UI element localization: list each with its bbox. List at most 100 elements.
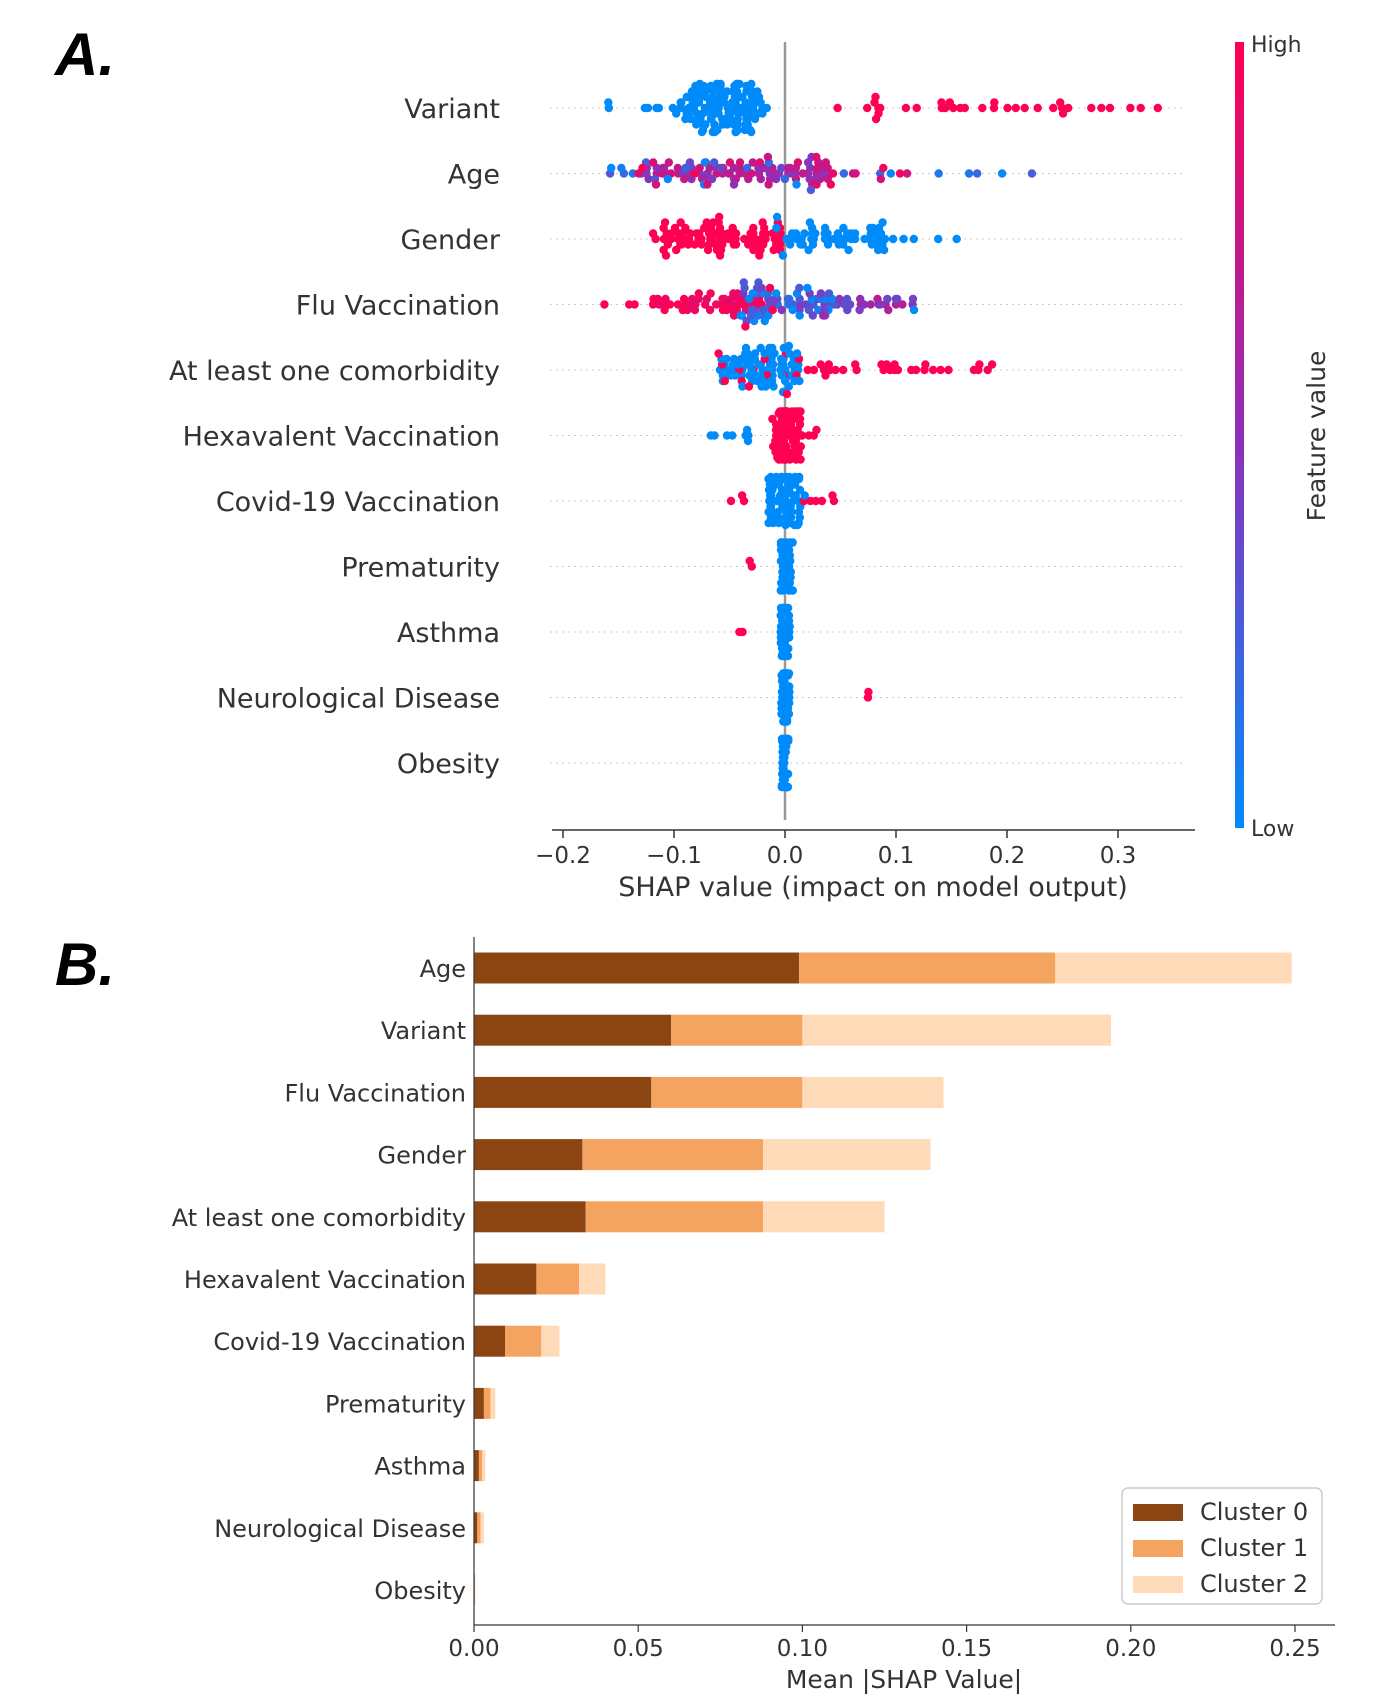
shap-point bbox=[866, 223, 875, 233]
shap-point bbox=[729, 120, 738, 129]
shap-point bbox=[811, 496, 821, 506]
shap-point bbox=[781, 472, 790, 482]
bar-segment bbox=[585, 1201, 763, 1233]
shap-point bbox=[625, 300, 634, 309]
shap-point bbox=[907, 365, 916, 375]
feature-label: Covid-19 Vaccination bbox=[216, 487, 500, 518]
feature-label: Asthma bbox=[397, 618, 500, 649]
shap-point bbox=[735, 627, 744, 637]
shap-point bbox=[678, 305, 687, 315]
shap-point bbox=[676, 218, 685, 227]
shap-point bbox=[761, 229, 770, 238]
shap-point bbox=[634, 169, 643, 178]
shap-point bbox=[828, 491, 837, 500]
shap-point bbox=[736, 311, 745, 320]
shap-point bbox=[884, 305, 893, 315]
shap-point bbox=[673, 163, 682, 173]
shap-point bbox=[805, 218, 815, 227]
shap-point bbox=[879, 245, 889, 255]
shap-point bbox=[746, 311, 756, 320]
shap-point bbox=[772, 289, 781, 298]
shap-summary-plot: Variant Age Gender Flu Vaccination At least … bbox=[169, 33, 1331, 903]
shap-point bbox=[871, 92, 880, 102]
shap-point bbox=[944, 365, 953, 375]
shap-point bbox=[777, 354, 786, 364]
shap-point bbox=[652, 103, 661, 113]
shap-point bbox=[681, 114, 690, 124]
bar-segment bbox=[536, 1263, 580, 1295]
shap-point bbox=[745, 556, 754, 566]
shap-point bbox=[707, 174, 717, 184]
bar-segment bbox=[474, 1139, 583, 1171]
x-axis-ticks: −0.2 −0.1 0.0 0.1 0.2 0.3 bbox=[535, 830, 1136, 869]
shap-point bbox=[790, 407, 799, 416]
x-tick-label: −0.1 bbox=[646, 843, 702, 869]
bar-segment bbox=[474, 1450, 479, 1482]
shap-point bbox=[969, 365, 979, 375]
shap-point bbox=[679, 294, 689, 304]
shap-point bbox=[839, 365, 848, 375]
bar-segment bbox=[651, 1076, 803, 1108]
shap-point bbox=[742, 425, 752, 435]
shap-point bbox=[742, 163, 752, 173]
shap-point bbox=[997, 169, 1007, 178]
legend-label: Cluster 0 bbox=[1200, 1498, 1308, 1526]
shap-point bbox=[731, 240, 741, 249]
shap-point bbox=[742, 81, 751, 91]
bar-segment bbox=[799, 952, 1056, 984]
shap-point bbox=[783, 782, 792, 792]
shap-point bbox=[688, 294, 697, 304]
shap-point bbox=[700, 158, 710, 167]
shap-point bbox=[697, 127, 707, 137]
feature-label: Obesity bbox=[397, 749, 500, 780]
shap-point bbox=[823, 240, 833, 249]
shap-point bbox=[908, 294, 918, 304]
bar-segment bbox=[763, 1139, 931, 1171]
shap-point bbox=[739, 278, 748, 287]
shap-point bbox=[703, 180, 712, 189]
shap-point bbox=[833, 103, 842, 113]
shap-point bbox=[772, 212, 782, 222]
shap-point bbox=[780, 174, 790, 184]
shap-point bbox=[828, 169, 838, 178]
shap-point bbox=[648, 229, 658, 238]
shap-point bbox=[728, 431, 737, 440]
shap-point bbox=[1027, 169, 1037, 178]
shap-point bbox=[753, 87, 762, 96]
shap-point bbox=[839, 169, 849, 178]
shap-point bbox=[771, 447, 780, 457]
shap-point bbox=[814, 305, 823, 315]
colorbar-title: Feature value bbox=[1302, 351, 1331, 522]
legend-swatch bbox=[1133, 1576, 1183, 1593]
shap-point bbox=[835, 294, 844, 304]
shap-point bbox=[973, 169, 982, 178]
bar-segment bbox=[474, 952, 800, 984]
shap-point bbox=[724, 169, 733, 178]
shap-point bbox=[755, 251, 764, 260]
shap-point bbox=[750, 114, 760, 124]
shap-point bbox=[695, 229, 704, 238]
shap-point bbox=[728, 223, 737, 233]
shap-point bbox=[778, 251, 788, 260]
shap-point bbox=[803, 365, 812, 375]
shap-point bbox=[1097, 103, 1106, 113]
category-labels: Age Variant Flu Vaccination Gender At least … bbox=[172, 955, 466, 1605]
legend-entries: Cluster 0 Cluster 1 Cluster 2 bbox=[1133, 1498, 1308, 1598]
shap-point bbox=[706, 289, 715, 298]
shap-point bbox=[769, 245, 778, 255]
shap-point bbox=[1136, 103, 1145, 113]
shap-point bbox=[866, 300, 875, 309]
shap-point bbox=[1049, 103, 1058, 113]
shap-point bbox=[877, 360, 886, 369]
shap-point bbox=[747, 127, 756, 137]
bar-segment bbox=[541, 1325, 560, 1357]
shap-point bbox=[763, 152, 773, 162]
shap-point bbox=[720, 376, 729, 386]
legend-swatch bbox=[1133, 1504, 1183, 1521]
colorbar-low-label: Low bbox=[1251, 817, 1294, 842]
shap-point bbox=[690, 240, 699, 249]
shap-point bbox=[735, 158, 745, 167]
shap-point bbox=[855, 305, 864, 315]
shap-point bbox=[909, 305, 919, 315]
shap-point bbox=[798, 169, 807, 178]
